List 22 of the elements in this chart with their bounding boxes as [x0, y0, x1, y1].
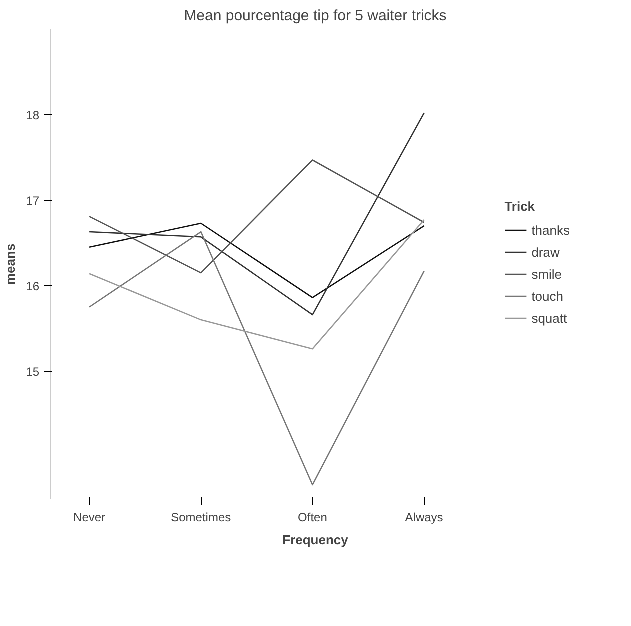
- x-tick-label: Never: [74, 510, 106, 524]
- y-axis-title: means: [3, 244, 18, 286]
- y-tick-label: 18: [26, 108, 40, 122]
- chart-title: Mean pourcentage tip for 5 waiter tricks: [184, 8, 447, 24]
- legend-title: Trick: [504, 199, 536, 214]
- line-series: [88, 112, 425, 316]
- legend-label: thanks: [532, 222, 570, 238]
- x-tick-label: Always: [405, 510, 444, 524]
- y-tick-label: 16: [26, 279, 40, 294]
- legend-label: touch: [532, 288, 564, 304]
- line-series: [88, 222, 425, 298]
- legend-label: smile: [532, 266, 562, 282]
- y-tick-label: 17: [26, 194, 40, 208]
- legend-label: draw: [532, 244, 560, 260]
- line-series: [88, 160, 425, 274]
- x-tick-label: Sometimes: [171, 510, 232, 524]
- x-tick-label: Often: [298, 510, 328, 524]
- legend-label: squatt: [532, 310, 568, 326]
- line-series: [88, 231, 425, 486]
- x-axis-title: Frequency: [282, 532, 350, 548]
- y-tick-label: 15: [26, 364, 40, 379]
- line-series: [88, 219, 425, 350]
